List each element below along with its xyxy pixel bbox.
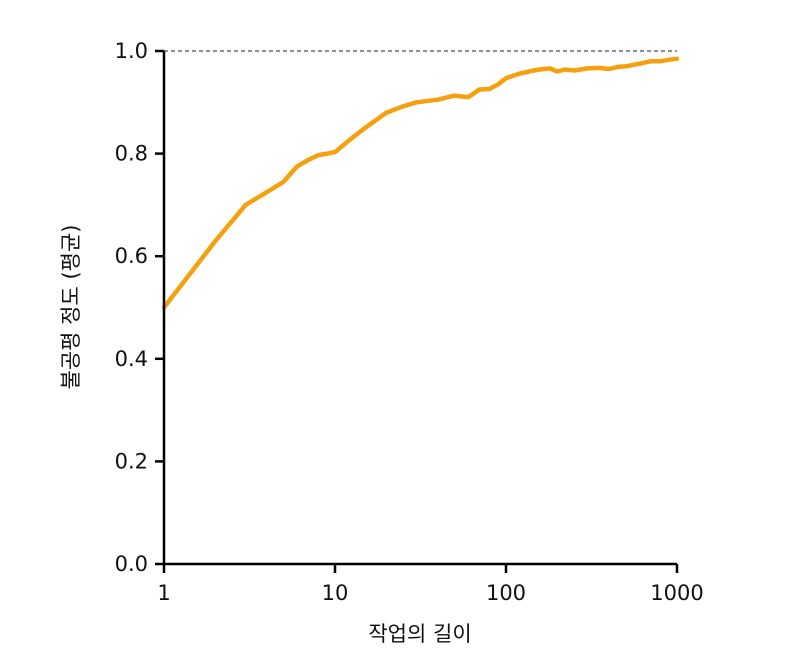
- x-tick-label: 100: [486, 581, 526, 605]
- y-tick-label: 0.2: [115, 449, 148, 473]
- x-tick-label: 10: [322, 581, 349, 605]
- y-tick-label: 0.4: [115, 347, 148, 371]
- x-axis-label: 작업의 길이: [368, 622, 471, 646]
- y-tick-label: 0.0: [115, 552, 148, 576]
- x-tick-label: 1: [157, 581, 170, 605]
- y-tick-label: 1.0: [115, 39, 148, 63]
- series-line-0: [161, 56, 680, 310]
- y-axis-label: 불공평 정도 (평균): [59, 225, 83, 390]
- y-tick-label: 0.6: [115, 244, 148, 268]
- x-tick-label: 1000: [650, 581, 703, 605]
- y-tick-label: 0.8: [115, 142, 148, 166]
